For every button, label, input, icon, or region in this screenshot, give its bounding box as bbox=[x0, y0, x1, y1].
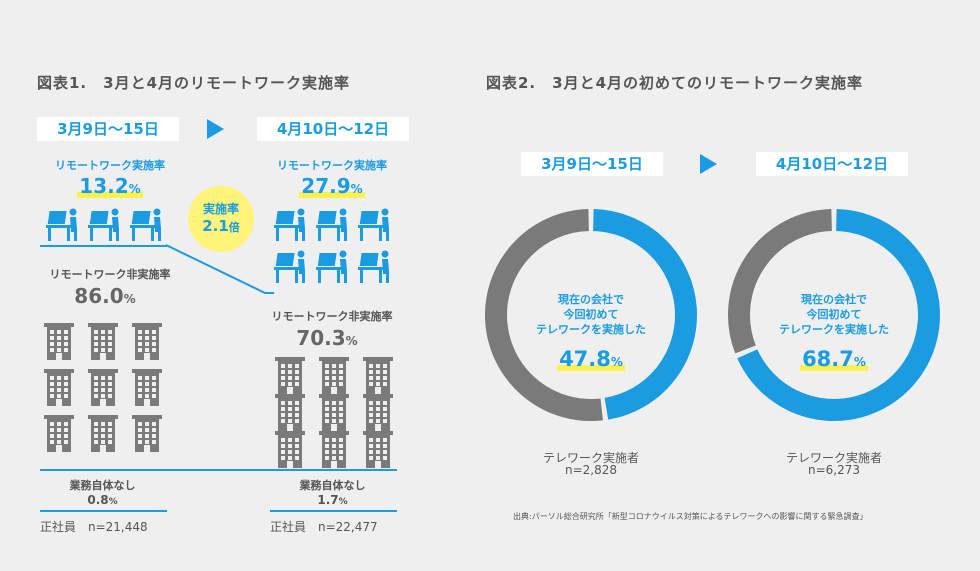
right-remote-value: 27.9% bbox=[299, 174, 365, 198]
desk-worker-icon bbox=[272, 250, 308, 284]
office-building-icon bbox=[317, 393, 355, 431]
right-nonremote-label: リモートワーク非実施率 bbox=[271, 310, 393, 323]
right-none-label: 業務自体なし bbox=[299, 479, 366, 492]
donut-center-line1: 現在の会社で bbox=[801, 293, 867, 306]
office-building-icon bbox=[86, 322, 124, 360]
desk-worker-icon bbox=[314, 250, 350, 284]
office-building-icon bbox=[130, 414, 168, 452]
chart2-title: 図表2. 3月と4月の初めてのリモートワーク実施率 bbox=[486, 74, 864, 92]
donut-center-line1: 現在の会社で bbox=[558, 293, 624, 306]
chart2-date-march: 3月9日〜15日 bbox=[521, 152, 663, 176]
left-remote-label: リモートワーク実施率 bbox=[55, 159, 165, 172]
right-desk-workers bbox=[272, 208, 392, 288]
left-sample-divider bbox=[40, 510, 167, 512]
office-building-icon bbox=[42, 322, 80, 360]
donut-center-line3: テレワークを実施した bbox=[779, 323, 889, 336]
right-donut-value: 68.7% bbox=[800, 347, 868, 371]
source-note: 出典:パーソル総合研究所「新型コロナウイルス対策によるテレワークへの影響に関する… bbox=[513, 512, 868, 521]
donut-slice-first-time bbox=[592, 209, 697, 420]
right-nonremote-value: 70.3% bbox=[296, 326, 358, 350]
right-donut-center: 現在の会社で 今回初めて テレワークを実施した 68.7% bbox=[754, 292, 914, 371]
bottom-divider bbox=[40, 469, 397, 471]
office-building-icon bbox=[273, 393, 311, 431]
donut-charts bbox=[485, 209, 940, 421]
left-donut-value: 47.8% bbox=[557, 347, 625, 371]
left-none-label: 業務自体なし bbox=[69, 479, 136, 492]
office-building-icon bbox=[273, 356, 311, 394]
right-none-value: 1.7% bbox=[317, 493, 348, 507]
arrow-right-icon bbox=[700, 154, 717, 174]
chart2-date-april: 4月10日〜12日 bbox=[756, 152, 908, 176]
donut-slice-first-time bbox=[737, 209, 940, 421]
right-sample: 正社員 n=22,477 bbox=[270, 520, 378, 534]
left-nonremote-label: リモートワーク非実施率 bbox=[49, 268, 171, 281]
right-remote-label: リモートワーク実施率 bbox=[277, 159, 387, 172]
desk-worker-icon bbox=[314, 208, 350, 242]
desk-worker-icon bbox=[44, 208, 80, 242]
donut-slice-other bbox=[728, 209, 833, 354]
connector-line bbox=[165, 244, 274, 294]
left-remote-value: 13.2% bbox=[77, 174, 143, 198]
right-donut-caption: テレワーク実施者 bbox=[785, 451, 882, 465]
office-building-icon bbox=[361, 430, 399, 468]
left-donut-caption: テレワーク実施者 bbox=[542, 451, 639, 465]
office-building-icon bbox=[317, 356, 355, 394]
right-donut-n: n=6,273 bbox=[807, 463, 860, 477]
desk-worker-icon bbox=[272, 208, 308, 242]
chart1-date-march: 3月9日〜15日 bbox=[37, 117, 179, 141]
office-building-icon bbox=[130, 368, 168, 406]
desk-worker-icon bbox=[86, 208, 122, 242]
left-donut-n: n=2,828 bbox=[564, 463, 617, 477]
ratio-label: 実施率 bbox=[202, 201, 239, 216]
left-none-value: 0.8% bbox=[87, 493, 118, 507]
left-nonremote-value: 86.0% bbox=[74, 284, 136, 308]
office-building-icon bbox=[130, 322, 168, 360]
office-building-icon bbox=[86, 368, 124, 406]
right-office-buildings bbox=[273, 356, 399, 468]
desk-worker-icon bbox=[356, 250, 392, 284]
office-building-icon bbox=[361, 393, 399, 431]
office-building-icon bbox=[273, 430, 311, 468]
office-building-icon bbox=[361, 356, 399, 394]
desk-worker-icon bbox=[128, 208, 164, 242]
left-office-buildings bbox=[42, 322, 168, 456]
office-building-icon bbox=[42, 414, 80, 452]
office-building-icon bbox=[317, 430, 355, 468]
donut-slice-other bbox=[485, 209, 603, 421]
arrow-right-icon bbox=[207, 119, 224, 139]
chart1-date-april: 4月10日〜12日 bbox=[257, 117, 409, 141]
desk-worker-icon bbox=[356, 208, 392, 242]
donut-center-line2: 今回初めて bbox=[806, 308, 862, 321]
left-desk-workers bbox=[44, 208, 164, 244]
left-divider bbox=[40, 245, 167, 247]
ratio-unit: 倍 bbox=[228, 220, 240, 234]
donut-center-line3: テレワークを実施した bbox=[536, 323, 646, 336]
left-sample: 正社員 n=21,448 bbox=[40, 520, 148, 534]
donut-center-line2: 今回初めて bbox=[563, 308, 619, 321]
chart1-title: 図表1. 3月と4月のリモートワーク実施率 bbox=[37, 74, 351, 92]
left-donut-center: 現在の会社で 今回初めて テレワークを実施した 47.8% bbox=[511, 292, 671, 371]
ratio-value: 2.1 bbox=[202, 216, 229, 235]
office-building-icon bbox=[86, 414, 124, 452]
ratio-badge: 実施率 2.1倍 bbox=[188, 186, 254, 252]
right-sample-divider bbox=[270, 510, 397, 512]
office-building-icon bbox=[42, 368, 80, 406]
